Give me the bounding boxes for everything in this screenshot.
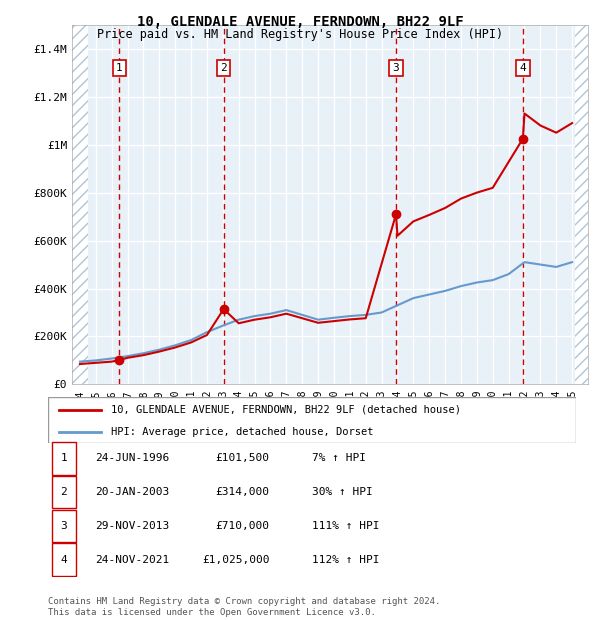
- Text: £101,500: £101,500: [216, 453, 270, 463]
- Text: HPI: Average price, detached house, Dorset: HPI: Average price, detached house, Dors…: [112, 427, 374, 436]
- FancyBboxPatch shape: [52, 544, 76, 576]
- Text: 7% ↑ HPI: 7% ↑ HPI: [312, 453, 366, 463]
- Text: Price paid vs. HM Land Registry's House Price Index (HPI): Price paid vs. HM Land Registry's House …: [97, 28, 503, 41]
- Text: 1: 1: [116, 63, 122, 73]
- Bar: [72, 25, 88, 384]
- Bar: [575, 25, 588, 384]
- FancyBboxPatch shape: [52, 476, 76, 508]
- FancyBboxPatch shape: [52, 442, 76, 474]
- Text: 111% ↑ HPI: 111% ↑ HPI: [312, 521, 380, 531]
- Text: 4: 4: [520, 63, 526, 73]
- Text: 10, GLENDALE AVENUE, FERNDOWN, BH22 9LF (detached house): 10, GLENDALE AVENUE, FERNDOWN, BH22 9LF …: [112, 405, 461, 415]
- Text: 1: 1: [61, 453, 67, 463]
- Text: 29-NOV-2013: 29-NOV-2013: [95, 521, 170, 531]
- Text: £710,000: £710,000: [216, 521, 270, 531]
- Text: 2: 2: [61, 487, 67, 497]
- Text: 3: 3: [392, 63, 400, 73]
- Text: £1,025,000: £1,025,000: [202, 555, 270, 565]
- Text: 24-NOV-2021: 24-NOV-2021: [95, 555, 170, 565]
- Text: £314,000: £314,000: [216, 487, 270, 497]
- FancyBboxPatch shape: [52, 510, 76, 542]
- Text: 4: 4: [61, 555, 67, 565]
- Text: 3: 3: [61, 521, 67, 531]
- Text: 10, GLENDALE AVENUE, FERNDOWN, BH22 9LF: 10, GLENDALE AVENUE, FERNDOWN, BH22 9LF: [137, 16, 463, 30]
- Text: 24-JUN-1996: 24-JUN-1996: [95, 453, 170, 463]
- Text: 20-JAN-2003: 20-JAN-2003: [95, 487, 170, 497]
- Text: 2: 2: [220, 63, 227, 73]
- Text: 30% ↑ HPI: 30% ↑ HPI: [312, 487, 373, 497]
- Text: 112% ↑ HPI: 112% ↑ HPI: [312, 555, 380, 565]
- FancyBboxPatch shape: [48, 397, 576, 443]
- Text: Contains HM Land Registry data © Crown copyright and database right 2024.
This d: Contains HM Land Registry data © Crown c…: [48, 598, 440, 617]
